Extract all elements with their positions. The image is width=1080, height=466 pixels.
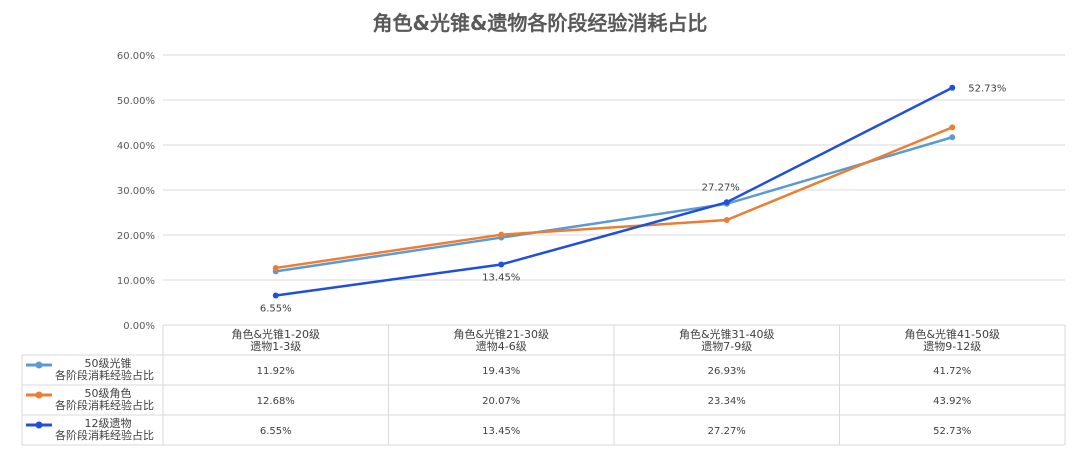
x-category-label: 遗物1-3级: [250, 339, 301, 353]
y-tick-label: 0.00%: [123, 321, 155, 332]
data-point: [498, 261, 505, 268]
data-label: 6.55%: [260, 304, 292, 315]
table-cell-value: 41.72%: [933, 366, 971, 377]
y-tick-label: 60.00%: [117, 51, 155, 62]
table-cell-value: 6.55%: [260, 426, 292, 437]
x-category-label: 遗物4-6级: [476, 339, 527, 353]
x-category-label: 遗物9-12级: [923, 339, 981, 353]
data-point: [949, 84, 956, 91]
x-category-label: 角色&光锥1-20级: [231, 327, 320, 341]
table-cell-value: 27.27%: [708, 426, 746, 437]
series-line: [274, 86, 954, 297]
y-tick-label: 10.00%: [117, 276, 155, 287]
chart-title: 角色&光锥&遗物各阶段经验消耗占比: [373, 11, 708, 35]
table-cell-value: 52.73%: [933, 426, 971, 437]
table-cell-value: 26.93%: [708, 366, 746, 377]
y-tick-label: 20.00%: [117, 231, 155, 242]
data-point: [949, 134, 956, 141]
y-tick-label: 50.00%: [117, 96, 155, 107]
table-cell-value: 11.92%: [257, 366, 295, 377]
data-point: [949, 124, 956, 131]
x-category-label: 角色&光锥31-40级: [679, 327, 775, 341]
legend-series-name: 各阶段消耗经验占比: [55, 398, 154, 412]
legend-series-name: 各阶段消耗经验占比: [55, 368, 154, 382]
legend-key-marker: [35, 391, 43, 399]
table-cell-value: 20.07%: [482, 396, 520, 407]
data-point: [723, 199, 730, 206]
legend-series-name: 各阶段消耗经验占比: [55, 428, 154, 442]
x-category-label: 遗物7-9级: [701, 339, 752, 353]
data-point: [723, 216, 730, 223]
table-cell-value: 23.34%: [708, 396, 746, 407]
legend-series-name: 50级光锥: [85, 356, 132, 370]
table-cell-value: 12.68%: [257, 396, 295, 407]
legend-series-name: 12级遗物: [85, 416, 132, 430]
table-cell-value: 13.45%: [482, 426, 520, 437]
legend-key-marker: [35, 421, 43, 429]
legend-key-marker: [35, 361, 43, 369]
table-cell-value: 43.92%: [933, 396, 971, 407]
table-cell-value: 19.43%: [482, 366, 520, 377]
x-category-label: 角色&光锥41-50级: [904, 327, 1000, 341]
legend-series-name: 50级角色: [85, 386, 132, 400]
data-point: [498, 231, 505, 238]
data-point: [272, 264, 279, 271]
y-tick-label: 30.00%: [117, 186, 155, 197]
series-line: [274, 136, 954, 273]
data-label: 27.27%: [702, 182, 740, 193]
data-label: 52.73%: [968, 84, 1006, 95]
x-category-label: 角色&光锥21-30级: [453, 327, 549, 341]
series-line: [274, 126, 954, 270]
y-tick-label: 40.00%: [117, 141, 155, 152]
data-point: [272, 292, 279, 299]
data-label: 13.45%: [482, 272, 520, 283]
